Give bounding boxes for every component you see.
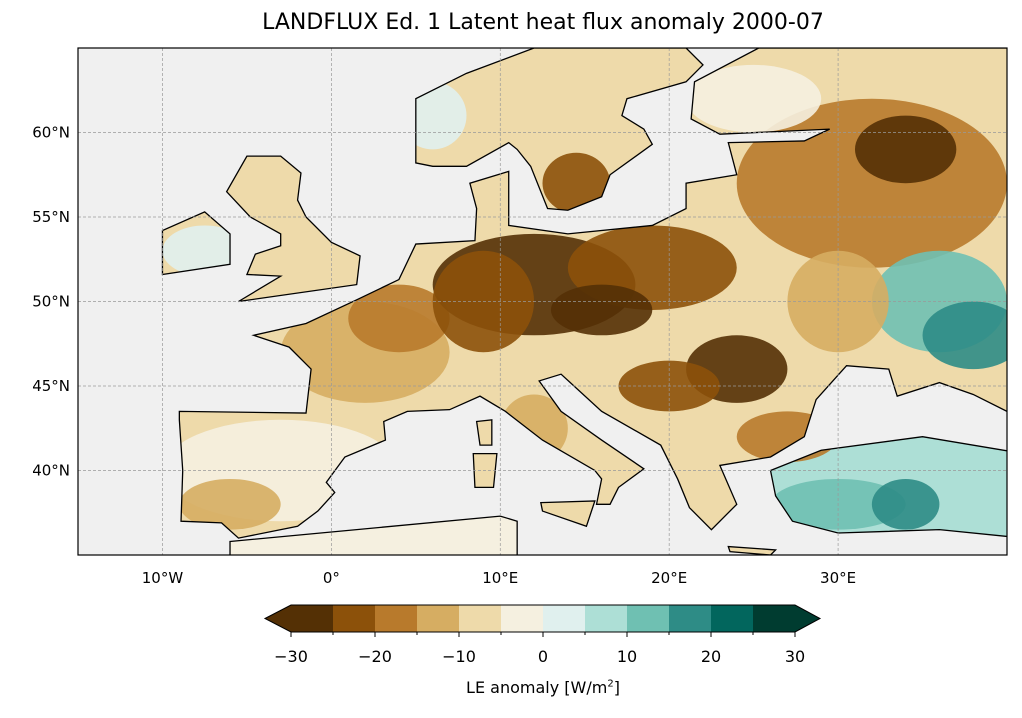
colorbar-tick-label: −10	[442, 647, 476, 666]
coastline-mainland	[178, 48, 1007, 539]
coastline-turkey	[769, 436, 1007, 538]
colorbar-tick-label: −30	[274, 647, 308, 666]
coastline-ireland	[161, 211, 231, 276]
colorbar-segment	[711, 605, 754, 632]
x-tick-label: 10°W	[142, 569, 184, 587]
colorbar-tick-label: 10	[617, 647, 637, 666]
y-tick-label: 40°N	[32, 462, 70, 480]
colorbar-segment	[627, 605, 670, 632]
colorbar-tick-label: −20	[358, 647, 392, 666]
land-north-africa	[230, 516, 518, 555]
colorbar-label: LE anomaly [W/m2]	[466, 678, 620, 697]
colorbar-tick-label: 0	[538, 647, 548, 666]
land-britain	[226, 156, 361, 302]
colorbar-segment	[291, 605, 334, 632]
colorbar-tick-label: 20	[701, 647, 721, 666]
colorbar-segment	[501, 605, 544, 632]
anomaly-region	[550, 284, 653, 336]
y-tick-label: 50°N	[32, 293, 70, 311]
colorbar-segment	[669, 605, 712, 632]
map-frame	[77, 47, 1008, 556]
colorbar-segment	[417, 605, 460, 632]
colorbar-segment	[333, 605, 376, 632]
coastline-crete	[727, 545, 778, 555]
anomaly-region	[922, 301, 1007, 370]
y-tick-label: 45°N	[32, 377, 70, 395]
land-sicily	[540, 500, 595, 527]
anomaly-region	[162, 225, 247, 277]
colorbar-tick-label: 30	[785, 647, 805, 666]
land-corsica	[476, 419, 492, 446]
colorbar-segment	[375, 605, 418, 632]
anomaly-region	[854, 115, 957, 184]
colorbar-extend-high	[795, 605, 820, 632]
colorbar-segment	[543, 605, 586, 632]
y-tick-label: 55°N	[32, 208, 70, 226]
colorbar-segment	[585, 605, 628, 632]
y-tick-label: 60°N	[32, 124, 70, 142]
chart-title: LANDFLUX Ed. 1 Latent heat flux anomaly …	[262, 10, 824, 35]
x-tick-label: 30°E	[820, 569, 856, 587]
land-scandinavia	[415, 48, 703, 211]
coastline-britain	[225, 155, 361, 303]
coastline-sardinia	[472, 452, 498, 489]
coastline-sicily	[540, 500, 596, 528]
coastline-scandinavia	[415, 48, 704, 211]
colorbar-extend-low	[265, 605, 291, 632]
x-tick-label: 10°E	[482, 569, 518, 587]
anomaly-region	[871, 478, 940, 530]
colorbar-segment	[753, 605, 796, 632]
land-crete	[728, 546, 776, 555]
coastline-corsica	[475, 419, 493, 446]
x-tick-label: 20°E	[651, 569, 687, 587]
x-tick-label: 0°	[323, 569, 340, 587]
anomaly-region	[542, 152, 611, 214]
coastline-north-africa	[229, 515, 518, 555]
anomaly-region	[686, 64, 822, 133]
anomaly-region	[179, 478, 281, 530]
colorbar-segment	[459, 605, 502, 632]
